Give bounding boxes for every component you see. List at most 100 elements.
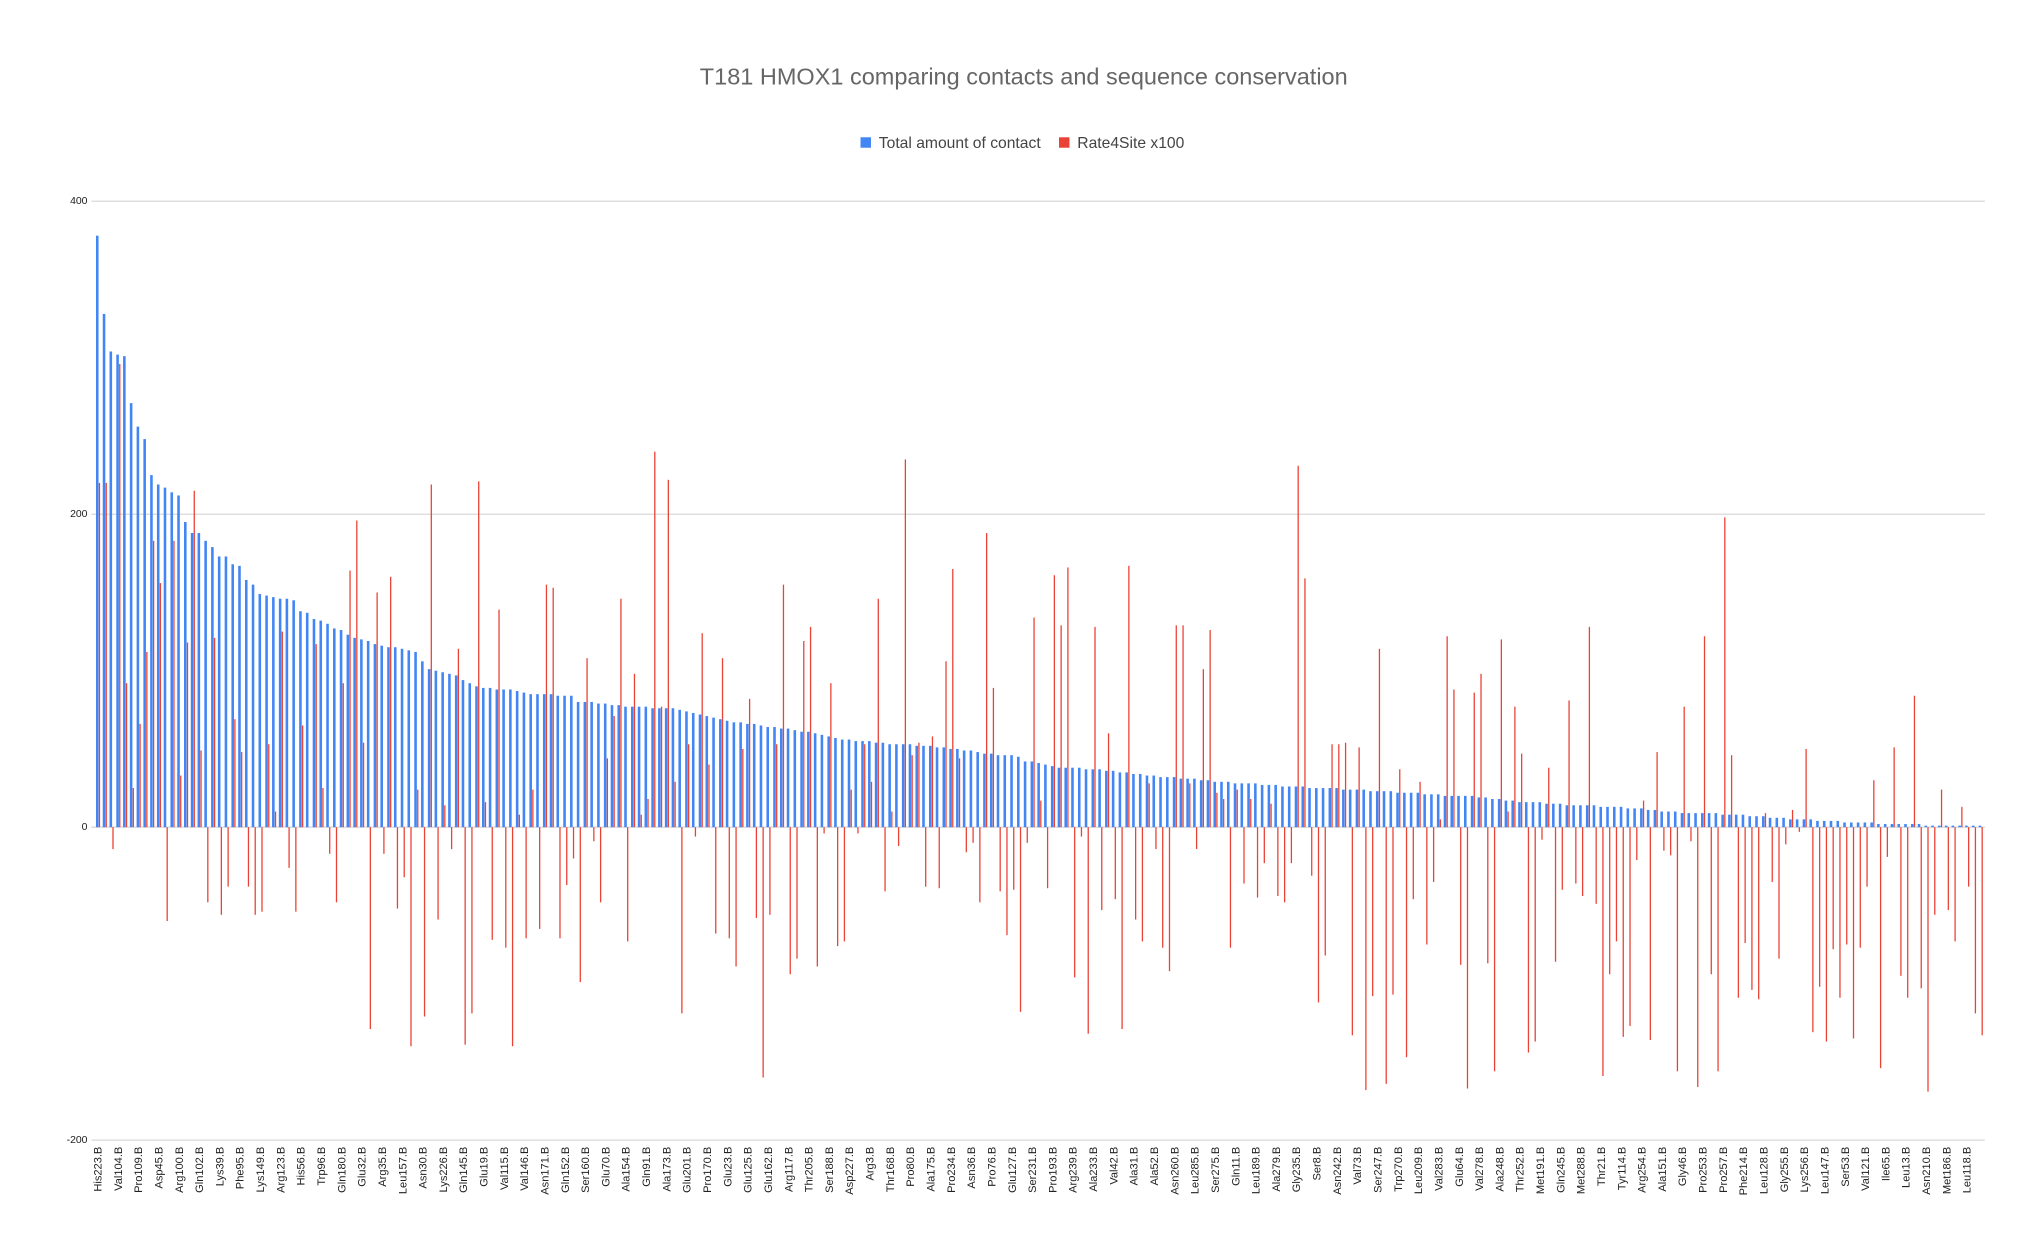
- bar: [177, 495, 180, 828]
- bar: [1105, 770, 1108, 828]
- x-tick-label: Trp96.B: [316, 1147, 328, 1186]
- bar: [603, 703, 607, 828]
- bar: [1974, 827, 1977, 1014]
- bar: [922, 745, 925, 828]
- x-tick-label: Ser275.B: [1210, 1147, 1222, 1193]
- legend-swatch: [860, 137, 871, 148]
- bar: [1141, 827, 1144, 942]
- bar: [1958, 825, 1961, 828]
- bar: [1846, 827, 1848, 945]
- bar: [220, 827, 223, 915]
- x-tick-label: Ala233.B: [1088, 1147, 1100, 1192]
- bar: [1125, 772, 1128, 828]
- bar: [769, 827, 771, 915]
- bar: [755, 827, 758, 918]
- bar: [1080, 827, 1083, 837]
- x-tick-label: Glu162.B: [763, 1147, 775, 1193]
- bar: [563, 695, 566, 828]
- bar: [1199, 780, 1203, 828]
- bar: [597, 703, 600, 828]
- bar: [1315, 788, 1318, 828]
- bar: [1274, 784, 1277, 828]
- bar: [1852, 827, 1855, 1039]
- bar: [295, 827, 297, 912]
- bar: [139, 723, 141, 828]
- x-tick-label: Glu19.B: [479, 1147, 491, 1187]
- bar: [793, 730, 797, 828]
- bar: [803, 640, 805, 828]
- bar: [956, 748, 959, 828]
- bar: [1579, 805, 1582, 828]
- bar: [1426, 827, 1428, 945]
- x-tick-label: Gly235.B: [1291, 1147, 1303, 1193]
- bar: [1893, 747, 1895, 828]
- bar: [1554, 827, 1557, 962]
- bar: [1209, 630, 1211, 828]
- bar: [576, 701, 580, 828]
- bar: [410, 827, 412, 1047]
- bar: [193, 490, 195, 828]
- bar: [931, 736, 934, 828]
- bar: [942, 747, 946, 828]
- bar: [1904, 824, 1907, 828]
- bar: [1883, 824, 1887, 828]
- bar: [1050, 766, 1054, 828]
- bar: [1101, 827, 1103, 911]
- bar: [1879, 827, 1882, 1069]
- bar: [1311, 827, 1313, 876]
- bar: [1913, 695, 1916, 828]
- x-tick-label: Asn242.B: [1332, 1147, 1344, 1195]
- bar: [556, 695, 560, 828]
- bar: [258, 594, 262, 828]
- x-tick-label: Ala175.B: [926, 1147, 938, 1192]
- bar: [1822, 820, 1826, 828]
- bar: [437, 827, 439, 920]
- bar: [952, 568, 954, 828]
- bar: [637, 706, 641, 828]
- bar: [1931, 825, 1934, 828]
- x-tick-label: His56.B: [296, 1147, 308, 1186]
- bar: [1277, 827, 1279, 897]
- bar: [1053, 575, 1056, 828]
- bar: [599, 827, 602, 903]
- bar: [471, 827, 473, 1014]
- x-tick-label: Val146.B: [519, 1147, 531, 1191]
- bar: [1734, 814, 1738, 828]
- bar: [1439, 819, 1442, 828]
- bar: [383, 827, 385, 854]
- bar: [1825, 827, 1828, 1042]
- bar: [1622, 827, 1624, 1037]
- bar: [95, 235, 99, 828]
- bar: [1660, 811, 1663, 828]
- x-tick-label: Asp227.B: [844, 1147, 856, 1195]
- bar: [624, 706, 627, 828]
- bar: [312, 619, 316, 828]
- bar: [1419, 781, 1421, 828]
- bar: [1859, 827, 1861, 948]
- bar: [664, 708, 668, 828]
- bar: [1917, 824, 1921, 828]
- bar: [1778, 827, 1780, 959]
- bar: [349, 570, 351, 828]
- bar: [1087, 827, 1089, 1034]
- bar: [1653, 809, 1657, 828]
- x-tick-label: Ala52.B: [1149, 1147, 1161, 1186]
- bar: [850, 789, 852, 828]
- bar: [1717, 827, 1719, 1072]
- bar: [983, 753, 986, 828]
- bar: [1145, 775, 1149, 828]
- x-tick-label: Gly255.B: [1779, 1147, 1791, 1193]
- bar: [1683, 706, 1685, 828]
- bar: [1301, 786, 1305, 828]
- bar: [213, 637, 216, 828]
- bar: [417, 789, 419, 828]
- bar: [1595, 827, 1597, 904]
- bar: [1755, 816, 1758, 828]
- bar: [152, 540, 155, 828]
- bar: [105, 482, 107, 828]
- bar: [1626, 808, 1630, 828]
- bar: [1243, 827, 1245, 884]
- bar: [1270, 803, 1272, 828]
- bar: [1348, 789, 1352, 828]
- bar: [1870, 822, 1873, 828]
